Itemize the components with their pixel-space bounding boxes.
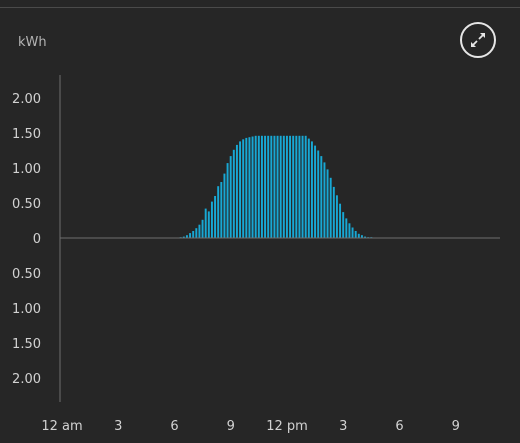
- bar: [214, 196, 217, 238]
- bar: [182, 236, 185, 238]
- bar: [189, 233, 192, 238]
- x-tick-label: 9: [452, 419, 460, 434]
- bar: [245, 137, 248, 238]
- bar: [232, 149, 235, 238]
- bar: [285, 135, 288, 238]
- bar: [342, 212, 345, 238]
- x-tick-label: 3: [114, 419, 122, 434]
- x-tick-label: 12 am: [41, 419, 82, 434]
- bar: [329, 177, 332, 238]
- bar: [320, 156, 323, 238]
- bar: [323, 162, 326, 238]
- x-tick-label: 6: [170, 419, 178, 434]
- bar: [229, 156, 232, 238]
- bar: [260, 135, 263, 238]
- bar: [264, 135, 267, 238]
- bar: [242, 139, 245, 238]
- bar: [254, 135, 257, 238]
- y-tick-label: 1.00: [12, 162, 41, 177]
- y-tick-label: 1.50: [12, 337, 41, 352]
- x-tick-labels: 12 am 3 6 9 12 pm 3 6 9: [41, 419, 460, 434]
- bar: [332, 186, 335, 238]
- bar: [248, 137, 251, 238]
- bar: [310, 141, 313, 238]
- bar: [273, 135, 276, 238]
- bar: [217, 186, 220, 238]
- bar: [226, 163, 229, 238]
- bar: [304, 135, 307, 238]
- x-tick-label: 12 pm: [266, 419, 308, 434]
- bar: [298, 135, 301, 238]
- y-tick-label: 2.00: [12, 92, 41, 107]
- bar: [257, 135, 260, 238]
- bar: [198, 224, 201, 238]
- bar: [345, 218, 348, 238]
- bar: [220, 182, 223, 238]
- bar: [279, 135, 282, 238]
- x-tick-label: 3: [339, 419, 347, 434]
- bar: [270, 135, 273, 238]
- bar: [201, 219, 204, 238]
- bar: [360, 235, 363, 238]
- bar: [210, 201, 213, 238]
- y-tick-label: 0.50: [12, 197, 41, 212]
- bar: [357, 233, 360, 238]
- bars-group: [179, 135, 373, 238]
- bar: [185, 235, 188, 238]
- bar: [251, 136, 254, 238]
- x-tick-label: 6: [395, 419, 403, 434]
- bar: [307, 138, 310, 238]
- bar: [239, 141, 242, 238]
- bar: [354, 231, 357, 238]
- bar: [289, 135, 292, 238]
- expand-button[interactable]: [460, 22, 496, 58]
- bar: [204, 208, 207, 238]
- y-tick-label: 0.50: [12, 267, 41, 282]
- bar: [223, 173, 226, 238]
- bar: [276, 135, 279, 238]
- y-tick-label: 0: [33, 232, 41, 247]
- bar: [267, 135, 270, 238]
- bar: [282, 135, 285, 238]
- y-tick-label: 2.00: [12, 372, 41, 387]
- bar: [195, 228, 198, 238]
- bar: [348, 223, 351, 238]
- bar: [301, 135, 304, 238]
- bar: [364, 236, 367, 238]
- expand-arrows-icon: [471, 33, 485, 47]
- unit-label: kWh: [18, 35, 47, 50]
- bar: [295, 135, 298, 238]
- bar: [235, 144, 238, 238]
- bar: [207, 211, 210, 238]
- y-tick-label: 1.00: [12, 302, 41, 317]
- bar: [317, 150, 320, 238]
- bar: [339, 203, 342, 238]
- y-tick-label: 1.50: [12, 127, 41, 142]
- bar: [351, 227, 354, 238]
- bar: [326, 169, 329, 238]
- y-tick-labels: 2.00 1.50 1.00 0.50 0 0.50 1.00 1.50 2.00: [12, 92, 41, 387]
- x-tick-label: 9: [227, 419, 235, 434]
- bar: [292, 135, 295, 238]
- bar: [314, 145, 317, 238]
- bar: [192, 231, 195, 238]
- bar: [335, 195, 338, 238]
- top-divider: [0, 7, 520, 8]
